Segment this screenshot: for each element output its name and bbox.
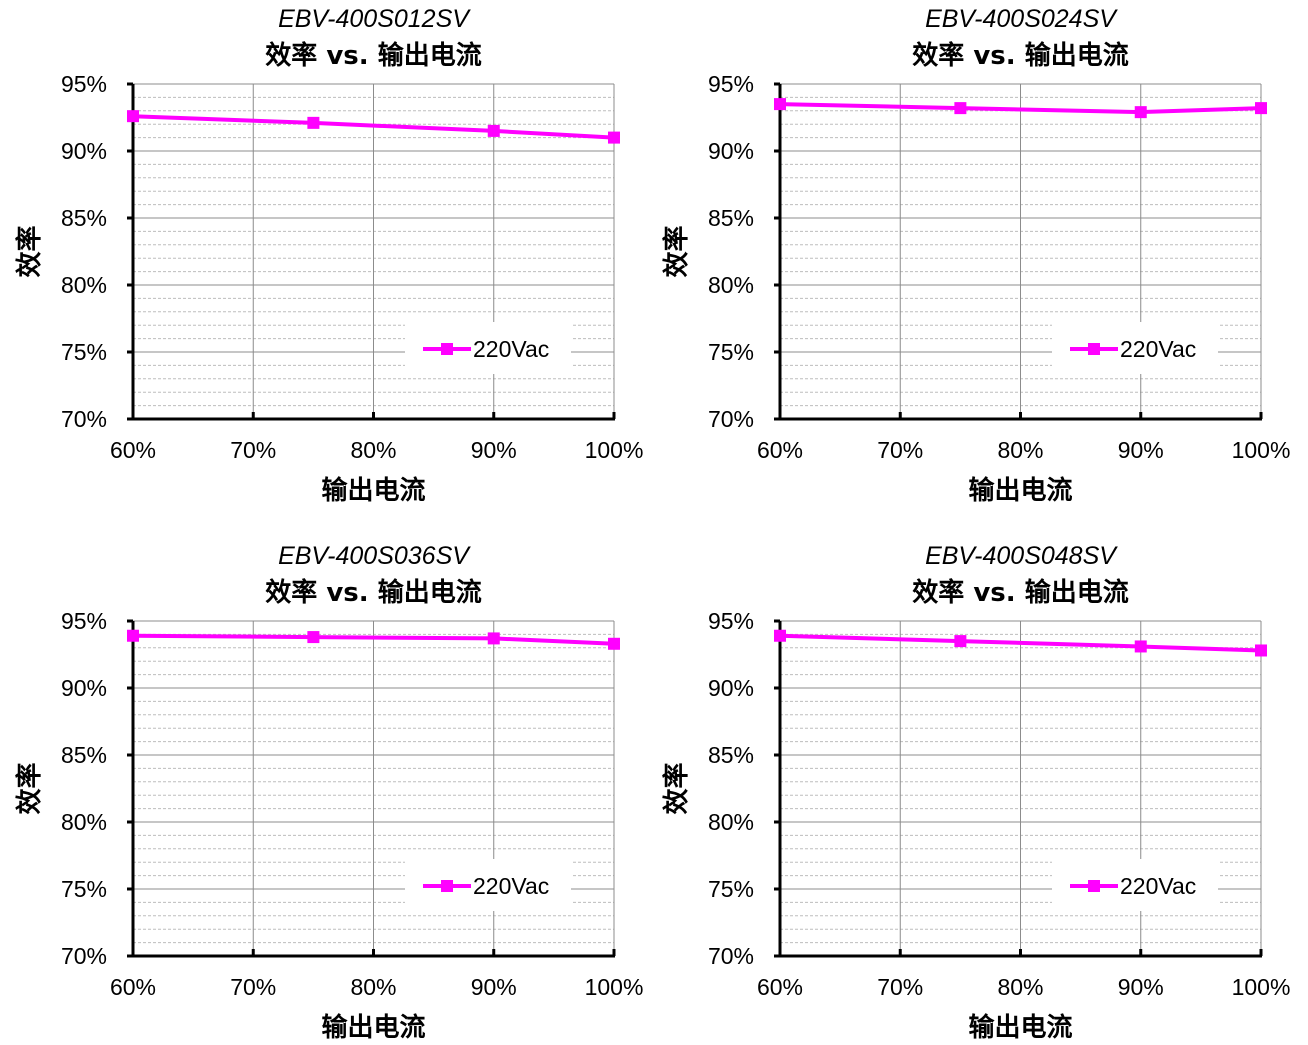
x-axis-label: 输出电流: [968, 1012, 1072, 1043]
x-tick-label: 90%: [471, 974, 517, 1000]
chart-title: 效率 vs. 输出电流: [912, 577, 1128, 608]
x-tick-label: 90%: [1118, 974, 1164, 1000]
chart-panel-1: EBV-400S012SV 效率 vs. 输出电流 95% 90% 85% 80% 75% 7…: [14, 5, 643, 506]
x-tick-label: 90%: [1118, 437, 1164, 463]
data-point-marker: [1255, 102, 1267, 115]
x-tick-label: 70%: [877, 974, 923, 1000]
y-tick-label: 95%: [61, 608, 107, 634]
y-tick-label: 75%: [61, 876, 107, 902]
x-axis-label: 输出电流: [321, 1012, 425, 1043]
legend-swatch-marker: [441, 343, 453, 355]
x-tick-label: 80%: [350, 437, 396, 463]
y-tick-label: 80%: [61, 272, 107, 298]
y-axis-label: 效率: [661, 225, 692, 277]
legend: 220Vac: [405, 322, 571, 374]
data-point-marker: [307, 116, 320, 129]
chart-panel-2: EBV-400S024SV 效率 vs. 输出电流 95% 90% 85% 80% 75% 7…: [661, 5, 1290, 506]
data-point-marker: [307, 631, 320, 644]
y-axis-label: 效率: [14, 225, 45, 277]
legend-swatch-marker: [1088, 880, 1100, 892]
x-tick-label: 80%: [997, 437, 1043, 463]
x-tick-label: 100%: [1232, 974, 1291, 1000]
y-tick-label: 80%: [708, 272, 754, 298]
data-point-marker: [954, 635, 967, 648]
chart-subtitle: EBV-400S012SV: [278, 5, 471, 33]
x-tick-label: 100%: [585, 437, 644, 463]
x-tick-label: 60%: [757, 437, 803, 463]
y-tick-label: 85%: [61, 205, 107, 231]
data-point-marker: [608, 131, 620, 144]
chart-panel-3: EBV-400S036SV 效率 vs. 输出电流 95% 90% 85% 80% 75% 7…: [14, 542, 643, 1043]
chart-title: 效率 vs. 输出电流: [265, 577, 481, 608]
chart-subtitle: EBV-400S036SV: [278, 542, 471, 570]
y-tick-label: 70%: [708, 943, 754, 969]
series-line-220Vac: [132, 633, 615, 646]
y-tick-label: 90%: [708, 138, 754, 164]
y-tick-label: 80%: [61, 809, 107, 835]
x-tick-label: 70%: [230, 437, 276, 463]
x-tick-label: 60%: [110, 437, 156, 463]
chart-subtitle: EBV-400S048SV: [925, 542, 1118, 570]
x-axis-label: 输出电流: [968, 475, 1072, 506]
y-axis-label: 效率: [14, 762, 45, 814]
legend-label: 220Vac: [473, 336, 549, 362]
x-tick-label: 60%: [757, 974, 803, 1000]
x-tick-label: 100%: [1232, 437, 1291, 463]
x-tick-label: 100%: [585, 974, 644, 1000]
y-tick-label: 70%: [61, 406, 107, 432]
x-tick-label: 90%: [471, 437, 517, 463]
data-point-marker: [774, 98, 786, 111]
legend: 220Vac: [1052, 322, 1218, 374]
series-line-220Vac: [132, 114, 615, 140]
legend-swatch-marker: [441, 880, 453, 892]
y-tick-label: 85%: [61, 742, 107, 768]
series-line-220Vac: [779, 102, 1262, 115]
y-tick-label: 75%: [61, 339, 107, 365]
x-tick-label: 70%: [230, 974, 276, 1000]
legend: 220Vac: [405, 859, 571, 911]
legend-swatch-marker: [1088, 343, 1100, 355]
x-tick-label: 60%: [110, 974, 156, 1000]
legend: 220Vac: [1052, 859, 1218, 911]
chart-panel-4: EBV-400S048SV 效率 vs. 输出电流 95% 90% 85% 80% 75% 7…: [661, 542, 1290, 1043]
x-tick-label: 80%: [350, 974, 396, 1000]
y-axis-label: 效率: [661, 762, 692, 814]
legend-label: 220Vac: [1120, 336, 1196, 362]
y-tick-label: 70%: [708, 406, 754, 432]
y-tick-label: 70%: [61, 943, 107, 969]
y-tick-label: 90%: [708, 675, 754, 701]
data-point-marker: [954, 102, 967, 115]
x-tick-label: 70%: [877, 437, 923, 463]
data-point-marker: [127, 629, 139, 642]
data-point-marker: [127, 110, 139, 123]
y-tick-label: 95%: [708, 71, 754, 97]
data-point-marker: [1134, 106, 1147, 119]
data-point-marker: [1255, 644, 1267, 657]
y-tick-label: 90%: [61, 138, 107, 164]
y-tick-label: 85%: [708, 742, 754, 768]
y-tick-label: 95%: [61, 71, 107, 97]
legend-label: 220Vac: [473, 873, 549, 899]
chart-subtitle: EBV-400S024SV: [925, 5, 1118, 33]
data-point-marker: [1134, 640, 1147, 653]
y-tick-label: 95%: [708, 608, 754, 634]
chart-title: 效率 vs. 输出电流: [265, 40, 481, 71]
y-tick-label: 85%: [708, 205, 754, 231]
data-point-marker: [487, 124, 500, 137]
y-tick-label: 80%: [708, 809, 754, 835]
x-axis-label: 输出电流: [321, 475, 425, 506]
data-point-marker: [487, 632, 500, 645]
chart-title: 效率 vs. 输出电流: [912, 40, 1128, 71]
x-tick-label: 80%: [997, 974, 1043, 1000]
series-line-220Vac: [779, 633, 1262, 653]
data-point-marker: [608, 637, 620, 650]
y-tick-label: 90%: [61, 675, 107, 701]
data-point-marker: [774, 629, 786, 642]
legend-label: 220Vac: [1120, 873, 1196, 899]
y-tick-label: 75%: [708, 876, 754, 902]
y-tick-label: 75%: [708, 339, 754, 365]
